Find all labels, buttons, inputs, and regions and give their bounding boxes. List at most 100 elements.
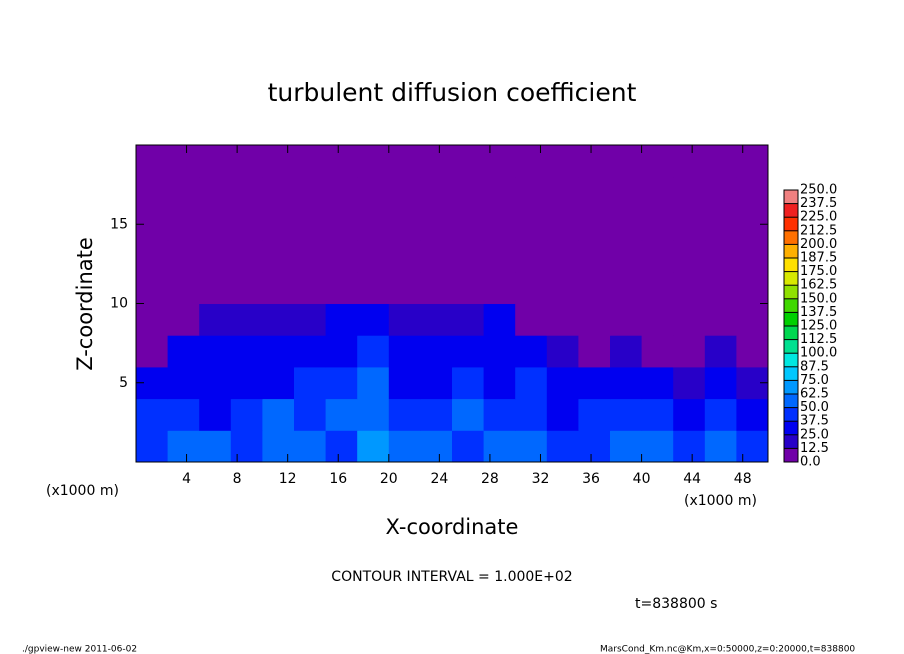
- heatmap-cell: [199, 176, 232, 209]
- heatmap-cell: [546, 430, 579, 463]
- heatmap-cell: [136, 145, 169, 178]
- heatmap-cell: [167, 335, 200, 368]
- heatmap-cell: [357, 145, 390, 178]
- x-tick-label: 24: [430, 471, 448, 487]
- heatmap-cell: [704, 271, 737, 304]
- x-tick-label: 20: [380, 471, 398, 487]
- heatmap-cell: [610, 271, 643, 304]
- heatmap-cell: [610, 176, 643, 209]
- heatmap-cell: [515, 398, 548, 431]
- heatmap-cell: [325, 430, 358, 463]
- heatmap-cell: [673, 240, 706, 273]
- heatmap-cell: [262, 240, 295, 273]
- x-tick-label: 12: [279, 471, 297, 487]
- heatmap-cell: [199, 398, 232, 431]
- heatmap-cell: [199, 366, 232, 400]
- heatmap-cell: [262, 208, 295, 241]
- heatmap-cell: [262, 335, 295, 368]
- heatmap-cell: [736, 176, 769, 209]
- colorbar-label: 37.5: [800, 414, 829, 429]
- heatmap-cell: [199, 240, 232, 273]
- heatmap-cell: [578, 430, 611, 463]
- heatmap-cell: [262, 271, 295, 304]
- heatmap-cell: [420, 271, 453, 304]
- heatmap-cell: [610, 398, 643, 431]
- heatmap-cell: [388, 271, 421, 304]
- heatmap-cell: [610, 145, 643, 178]
- heatmap-cell: [452, 398, 485, 431]
- y-tick-label: 5: [119, 375, 128, 391]
- heatmap-cell: [325, 335, 358, 368]
- heatmap-cell: [704, 335, 737, 368]
- heatmap-cell: [388, 176, 421, 209]
- heatmap-cell: [452, 145, 485, 178]
- colorbar-swatch: [784, 380, 798, 394]
- heatmap-cell: [704, 176, 737, 209]
- colorbar-label: 87.5: [800, 359, 829, 374]
- heatmap-cell: [704, 240, 737, 273]
- heatmap-cell: [452, 366, 485, 400]
- heatmap-cell: [452, 176, 485, 209]
- colorbar-label: 237.5: [800, 196, 837, 211]
- heatmap-cell: [610, 240, 643, 273]
- heatmap-cell: [230, 430, 263, 463]
- heatmap-cell: [357, 176, 390, 209]
- colorbar-label: 225.0: [800, 210, 837, 225]
- heatmap-cell: [388, 430, 421, 463]
- heatmap-cell: [420, 303, 453, 336]
- heatmap-cell: [546, 208, 579, 241]
- heatmap-cell: [704, 398, 737, 431]
- heatmap-cell: [641, 398, 674, 431]
- heatmap-cell: [325, 271, 358, 304]
- heatmap-cell: [325, 303, 358, 336]
- colorbar-label: 75.0: [800, 373, 829, 388]
- colorbar-label: 200.0: [800, 237, 837, 252]
- x-tick-label: 44: [683, 471, 701, 487]
- colorbar-label: 112.5: [800, 332, 837, 347]
- colorbar-label: 212.5: [800, 223, 837, 238]
- heatmap-cell: [641, 430, 674, 463]
- heatmap-cell: [483, 335, 516, 368]
- heatmap-cell: [262, 145, 295, 178]
- heatmap-cell: [136, 240, 169, 273]
- heatmap-cell: [388, 208, 421, 241]
- heatmap-cell: [704, 366, 737, 400]
- heatmap-cell: [673, 208, 706, 241]
- heatmap-cell: [673, 176, 706, 209]
- heatmap-cell: [388, 145, 421, 178]
- heatmap-cell: [136, 398, 169, 431]
- heatmap-cell: [704, 430, 737, 463]
- heatmap-cell: [610, 208, 643, 241]
- time-label: t=838800 s: [635, 596, 717, 612]
- heatmap-cell: [578, 271, 611, 304]
- heatmap-cell: [420, 176, 453, 209]
- heatmap-cell: [136, 176, 169, 209]
- heatmap-cell: [452, 335, 485, 368]
- colorbar-label: 125.0: [800, 319, 837, 334]
- heatmap-cell: [325, 208, 358, 241]
- heatmap-cell: [167, 430, 200, 463]
- heatmap-cell: [452, 271, 485, 304]
- heatmap-cell: [420, 366, 453, 400]
- colorbar-swatch: [784, 190, 798, 204]
- heatmap-cell: [230, 398, 263, 431]
- heatmap-cell: [230, 366, 263, 400]
- heatmap-cell: [578, 240, 611, 273]
- heatmap-cell: [641, 366, 674, 400]
- x-tick-label: 40: [633, 471, 651, 487]
- x-tick-label: 48: [734, 471, 752, 487]
- heatmap-cell: [167, 366, 200, 400]
- heatmap-cell: [294, 366, 327, 400]
- colorbar-swatch: [784, 244, 798, 258]
- heatmap-cell: [325, 398, 358, 431]
- heatmap-cell: [546, 240, 579, 273]
- heatmap-cell: [294, 303, 327, 336]
- heatmap-cell: [420, 430, 453, 463]
- colorbar-label: 50.0: [800, 400, 829, 415]
- heatmap-cell: [452, 240, 485, 273]
- heatmap-cell: [578, 398, 611, 431]
- heatmap-cell: [230, 176, 263, 209]
- heatmap-cell: [736, 303, 769, 336]
- colorbar-swatch: [784, 298, 798, 313]
- heatmap-cell: [673, 430, 706, 463]
